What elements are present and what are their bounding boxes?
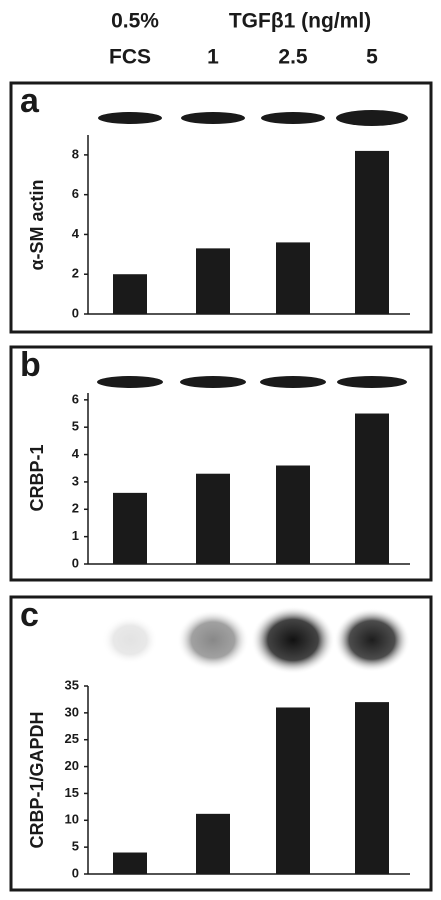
y-tick-label: 4 [72, 226, 80, 241]
y-tick-label: 25 [65, 731, 79, 746]
panel-box [9, 595, 433, 892]
category-label: 1 [207, 46, 219, 69]
y-tick-label: 0 [72, 555, 79, 570]
category-label: FCS [109, 46, 151, 69]
blot-a [98, 110, 408, 126]
bar [355, 413, 389, 564]
bar [196, 813, 230, 874]
y-axis-label: CRBP-1 [27, 444, 47, 511]
y-tick-label: 5 [72, 419, 79, 434]
y-tick-label: 0 [72, 865, 79, 880]
y-tick-label: 15 [65, 785, 79, 800]
panel-letter: b [20, 346, 41, 384]
blot-b [97, 376, 407, 388]
y-tick-label: 35 [65, 677, 79, 692]
y-axis-label: α-SM actin [27, 179, 47, 270]
bar [113, 852, 147, 874]
category-label: 5 [366, 46, 378, 69]
bar [196, 473, 230, 564]
bar [355, 702, 389, 874]
y-tick-label: 5 [72, 839, 79, 854]
y-tick-label: 30 [65, 704, 79, 719]
panel-letter: a [20, 82, 40, 120]
bar [113, 492, 147, 564]
y-tick-label: 2 [72, 266, 79, 281]
y-tick-label: 6 [72, 186, 79, 201]
y-axis-label: CRBP-1/GAPDH [27, 711, 47, 848]
y-tick-label: 2 [72, 501, 79, 516]
blot-c [102, 606, 410, 674]
category-label: 2.5 [278, 46, 308, 69]
bar [276, 242, 310, 314]
y-tick-label: 6 [72, 391, 79, 406]
y-tick-label: 20 [65, 758, 79, 773]
bar [276, 465, 310, 564]
y-tick-label: 4 [72, 446, 80, 461]
panel-letter: c [20, 596, 39, 634]
bar [355, 150, 389, 314]
bar [276, 707, 310, 874]
y-tick-label: 0 [72, 305, 79, 320]
bar [196, 248, 230, 314]
header-label: 0.5% [111, 10, 159, 33]
bar [113, 274, 147, 314]
y-tick-label: 8 [72, 146, 79, 161]
y-tick-label: 3 [72, 473, 79, 488]
panel-box [9, 345, 433, 582]
header-group: TGFβ1 (ng/ml) [229, 10, 371, 33]
y-tick-label: 1 [72, 528, 79, 543]
y-tick-label: 10 [65, 812, 79, 827]
panel-box [9, 81, 433, 334]
